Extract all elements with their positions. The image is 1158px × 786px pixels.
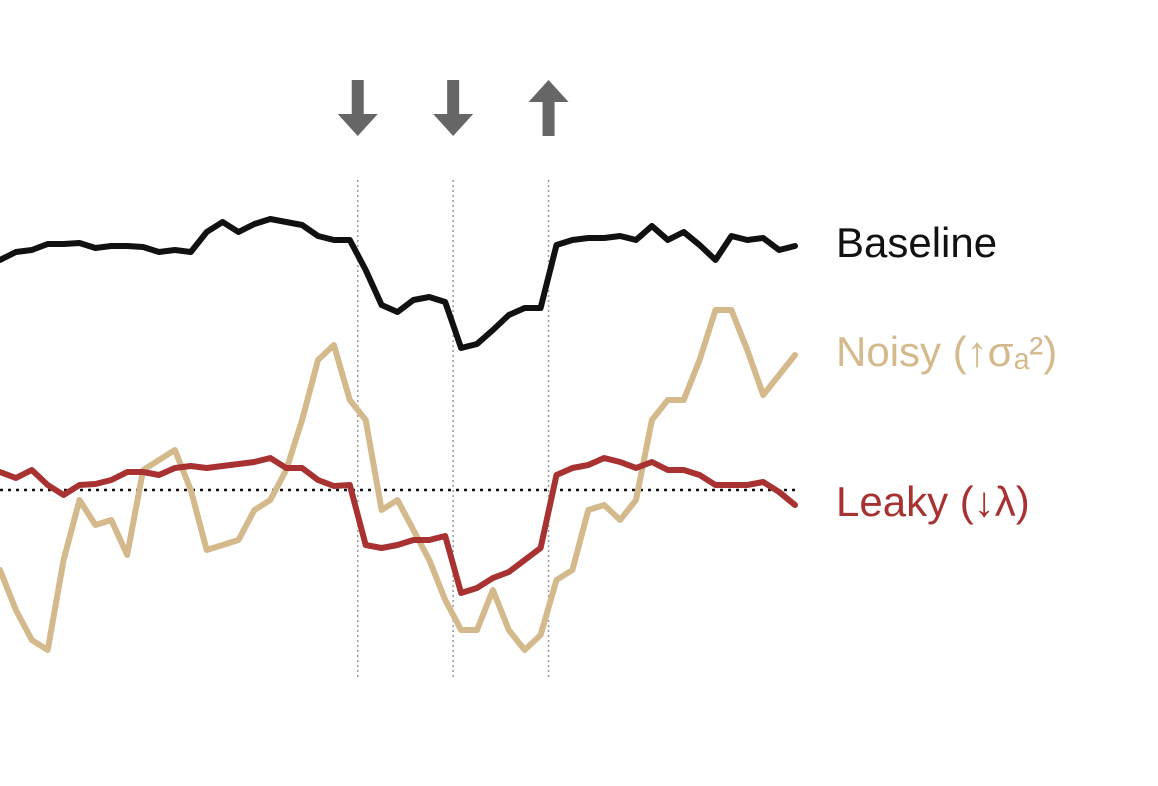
event-arrow <box>433 80 474 136</box>
series-line <box>0 307 798 653</box>
series-line <box>0 455 798 596</box>
series-label: Leaky (↓λ) <box>836 478 1030 525</box>
event-arrow <box>337 80 378 136</box>
series-line <box>0 216 798 351</box>
series-label: Noisy (↑σₐ²) <box>836 328 1057 375</box>
event-arrow <box>528 80 569 136</box>
series-label: Baseline <box>836 219 997 266</box>
